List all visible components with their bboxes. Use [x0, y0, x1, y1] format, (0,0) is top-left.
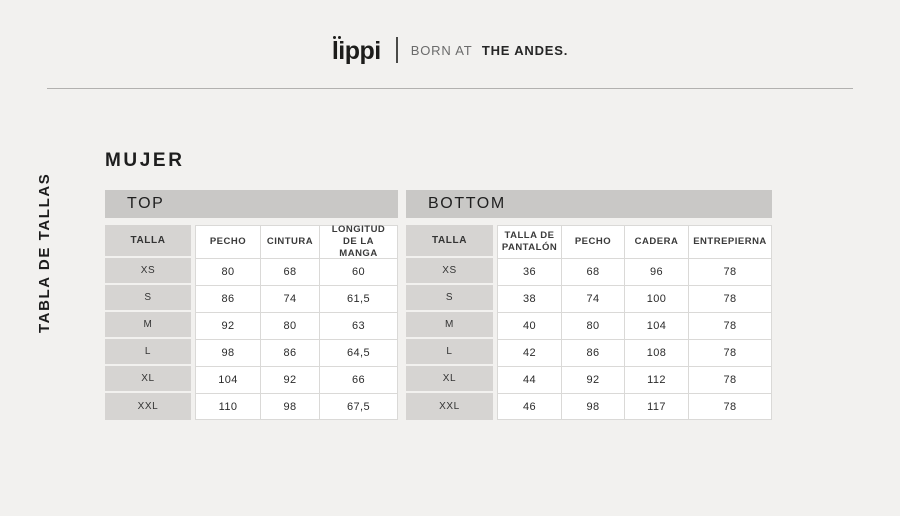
- value-cell: 78: [688, 312, 772, 339]
- table-row: S 38 74 100 78: [406, 285, 772, 312]
- value-cell: 68: [260, 258, 319, 285]
- value-cell: 108: [624, 339, 688, 366]
- size-label-cell: L: [406, 339, 493, 364]
- table-row: M 40 80 104 78: [406, 312, 772, 339]
- section-title-mujer: MUJER: [105, 150, 185, 171]
- brand-tagline: BORN AT THE ANDES.: [411, 42, 568, 58]
- value-cell: 78: [688, 258, 772, 285]
- table-row: XXL 110 98 67,5: [105, 393, 398, 420]
- tagline-regular-text: BORN AT: [410, 43, 473, 58]
- value-cell: 104: [195, 366, 260, 393]
- size-label-cell: XL: [105, 366, 191, 391]
- column-header: TALLA DE PANTALÓN: [497, 225, 561, 258]
- lippi-logo: Lippi: [331, 35, 381, 65]
- value-cell: 78: [688, 285, 772, 312]
- size-label-cell: XXL: [406, 393, 493, 420]
- value-cell: 61,5: [319, 285, 398, 312]
- logo-divider: [395, 37, 398, 63]
- table-row: XL 104 92 66: [105, 366, 398, 393]
- table-row: M 92 80 63: [105, 312, 398, 339]
- size-label-cell: S: [406, 285, 493, 310]
- value-cell: 60: [319, 258, 398, 285]
- table-row: L 42 86 108 78: [406, 339, 772, 366]
- bottom-table-title-bar: BOTTOM: [406, 190, 772, 218]
- top-table-title: TOP: [127, 195, 165, 212]
- value-cell: 78: [688, 339, 772, 366]
- top-size-table: TALLA PECHO CINTURA LONGITUD DE LA MANGA XS 8…: [105, 224, 398, 420]
- value-cell: 86: [195, 285, 260, 312]
- value-cell: 78: [688, 393, 772, 420]
- value-cell: 92: [260, 366, 319, 393]
- column-header: LONGITUD DE LA MANGA: [319, 224, 398, 259]
- value-cell: 74: [561, 285, 624, 312]
- value-cell: 36: [497, 258, 561, 285]
- table-row: XL 44 92 112 78: [406, 366, 772, 393]
- column-header: TALLA: [105, 225, 191, 256]
- value-cell: 80: [561, 312, 624, 339]
- size-label-cell: L: [105, 339, 191, 364]
- value-cell: 46: [497, 393, 561, 420]
- tabla-de-tallas-vertical-label: TABLA DE TALLAS: [36, 172, 53, 333]
- value-cell: 80: [260, 312, 319, 339]
- top-size-table-section: TOP TALLA PECHO CINTURA LONGITUD DE LA MANG…: [105, 190, 398, 420]
- table-row: XS 36 68 96 78: [406, 258, 772, 285]
- value-cell: 67,5: [319, 393, 398, 420]
- value-cell: 40: [497, 312, 561, 339]
- column-header: ENTREPIERNA: [688, 225, 772, 258]
- value-cell: 104: [624, 312, 688, 339]
- value-cell: 92: [561, 366, 624, 393]
- table-header-row: TALLA PECHO CINTURA LONGITUD DE LA MANGA: [105, 224, 398, 259]
- value-cell: 96: [624, 258, 688, 285]
- value-cell: 100: [624, 285, 688, 312]
- value-cell: 44: [497, 366, 561, 393]
- brand-header: Lippi BORN AT THE ANDES.: [0, 34, 900, 66]
- bottom-table-title: BOTTOM: [428, 195, 506, 212]
- bottom-size-table: TALLA TALLA DE PANTALÓN PECHO CADERA ENTREPI…: [406, 225, 772, 420]
- value-cell: 98: [561, 393, 624, 420]
- value-cell: 110: [195, 393, 260, 420]
- bottom-size-table-section: BOTTOM TALLA TALLA DE PANTALÓN PECHO CADERA…: [406, 190, 772, 420]
- size-label-cell: XXL: [105, 393, 191, 420]
- value-cell: 112: [624, 366, 688, 393]
- value-cell: 64,5: [319, 339, 398, 366]
- column-header: CINTURA: [260, 225, 319, 258]
- table-row: S 86 74 61,5: [105, 285, 398, 312]
- table-row: XS 80 68 60: [105, 258, 398, 285]
- value-cell: 38: [497, 285, 561, 312]
- size-label-cell: S: [105, 285, 191, 310]
- value-cell: 98: [260, 393, 319, 420]
- top-table-title-bar: TOP: [105, 190, 398, 218]
- value-cell: 42: [497, 339, 561, 366]
- table-row: L 98 86 64,5: [105, 339, 398, 366]
- column-header: CADERA: [624, 225, 688, 258]
- size-label-cell: XL: [406, 366, 493, 391]
- value-cell: 63: [319, 312, 398, 339]
- column-header: PECHO: [561, 225, 624, 258]
- value-cell: 98: [195, 339, 260, 366]
- value-cell: 78: [688, 366, 772, 393]
- value-cell: 86: [561, 339, 624, 366]
- value-cell: 80: [195, 258, 260, 285]
- table-header-row: TALLA TALLA DE PANTALÓN PECHO CADERA ENTREPI…: [406, 225, 772, 258]
- size-label-cell: XS: [406, 258, 493, 283]
- value-cell: 92: [195, 312, 260, 339]
- column-header: PECHO: [195, 225, 260, 258]
- header-divider-line: [47, 88, 853, 89]
- value-cell: 66: [319, 366, 398, 393]
- value-cell: 68: [561, 258, 624, 285]
- table-row: XXL 46 98 117 78: [406, 393, 772, 420]
- size-label-cell: M: [105, 312, 191, 337]
- size-label-cell: M: [406, 312, 493, 337]
- value-cell: 86: [260, 339, 319, 366]
- column-header: TALLA: [406, 225, 493, 256]
- value-cell: 74: [260, 285, 319, 312]
- value-cell: 117: [624, 393, 688, 420]
- size-label-cell: XS: [105, 258, 191, 283]
- tagline-bold-text: THE ANDES.: [481, 43, 569, 58]
